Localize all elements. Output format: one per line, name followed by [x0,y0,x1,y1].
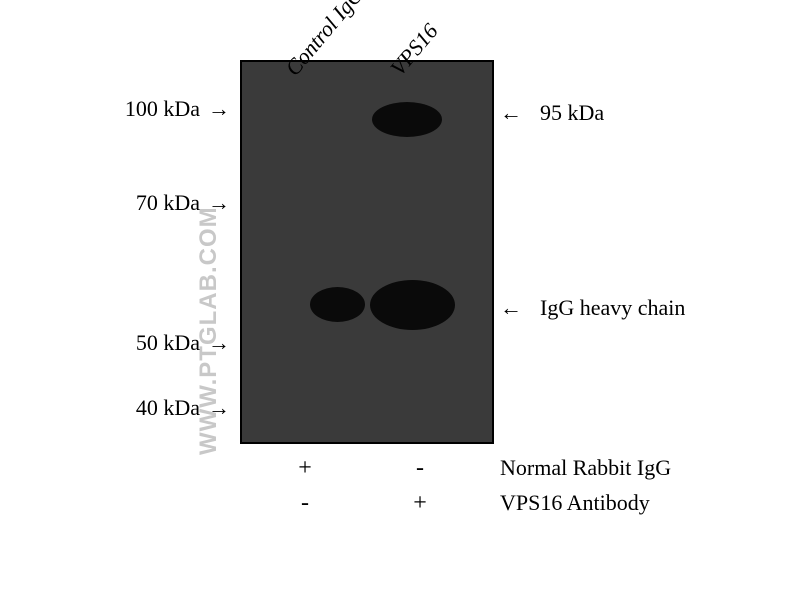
matrix-r2-label: VPS16 Antibody [500,490,650,516]
arrow-marker-50: → [208,330,230,356]
band-vps16-95kda [372,102,442,137]
matrix-r2-l2: + [390,490,450,517]
arrow-marker-100: → [208,96,230,122]
marker-70kda: 70 kDa [90,190,200,216]
matrix-r1-label: Normal Rabbit IgG [500,455,671,481]
marker-40kda: 40 kDa [90,395,200,421]
label-igg-heavy: IgG heavy chain [540,295,685,321]
label-95kda: 95 kDa [540,100,604,126]
marker-50kda: 50 kDa [90,330,200,356]
band-vps16-igg-heavy [370,280,455,330]
arrow-marker-70: → [208,190,230,216]
arrow-95kda: ← [500,100,522,126]
arrow-igg-heavy: ← [500,295,522,321]
marker-100kda: 100 kDa [90,96,200,122]
band-control-igg-heavy [310,287,365,322]
matrix-r1-l1: + [275,455,335,482]
arrow-marker-40: → [208,395,230,421]
matrix-r2-l1: - [275,490,335,517]
blot-gel-area [240,60,494,444]
matrix-r1-l2: - [390,455,450,482]
